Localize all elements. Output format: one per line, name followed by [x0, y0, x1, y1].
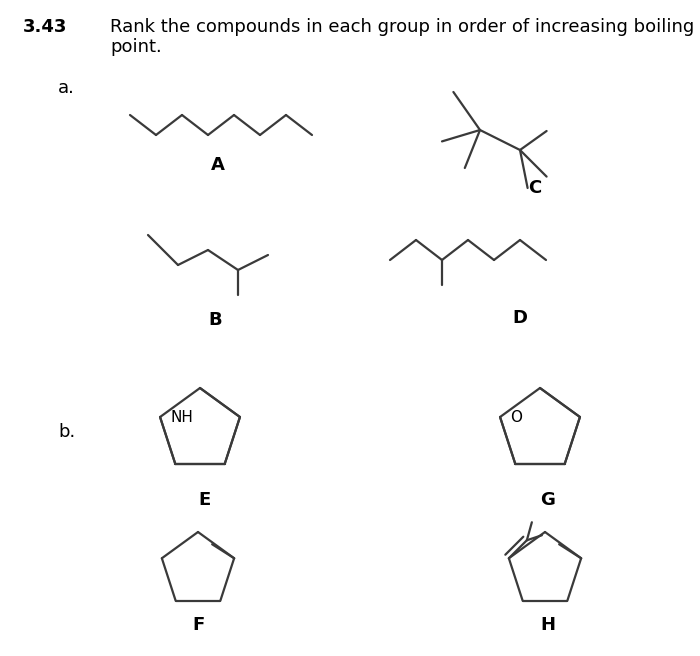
Text: F: F: [192, 616, 204, 634]
Text: NH: NH: [170, 409, 193, 424]
Text: point.: point.: [110, 38, 162, 56]
Text: 3.43: 3.43: [23, 18, 67, 36]
Text: C: C: [528, 179, 542, 197]
Text: H: H: [540, 616, 556, 634]
Text: Rank the compounds in each group in order of increasing boiling: Rank the compounds in each group in orde…: [110, 18, 694, 36]
Text: D: D: [512, 309, 528, 327]
Text: G: G: [540, 491, 555, 509]
Text: A: A: [211, 156, 225, 174]
Text: a.: a.: [58, 79, 75, 97]
Text: E: E: [199, 491, 211, 509]
Text: B: B: [208, 311, 222, 329]
Text: b.: b.: [58, 423, 76, 441]
Text: O: O: [510, 409, 522, 424]
